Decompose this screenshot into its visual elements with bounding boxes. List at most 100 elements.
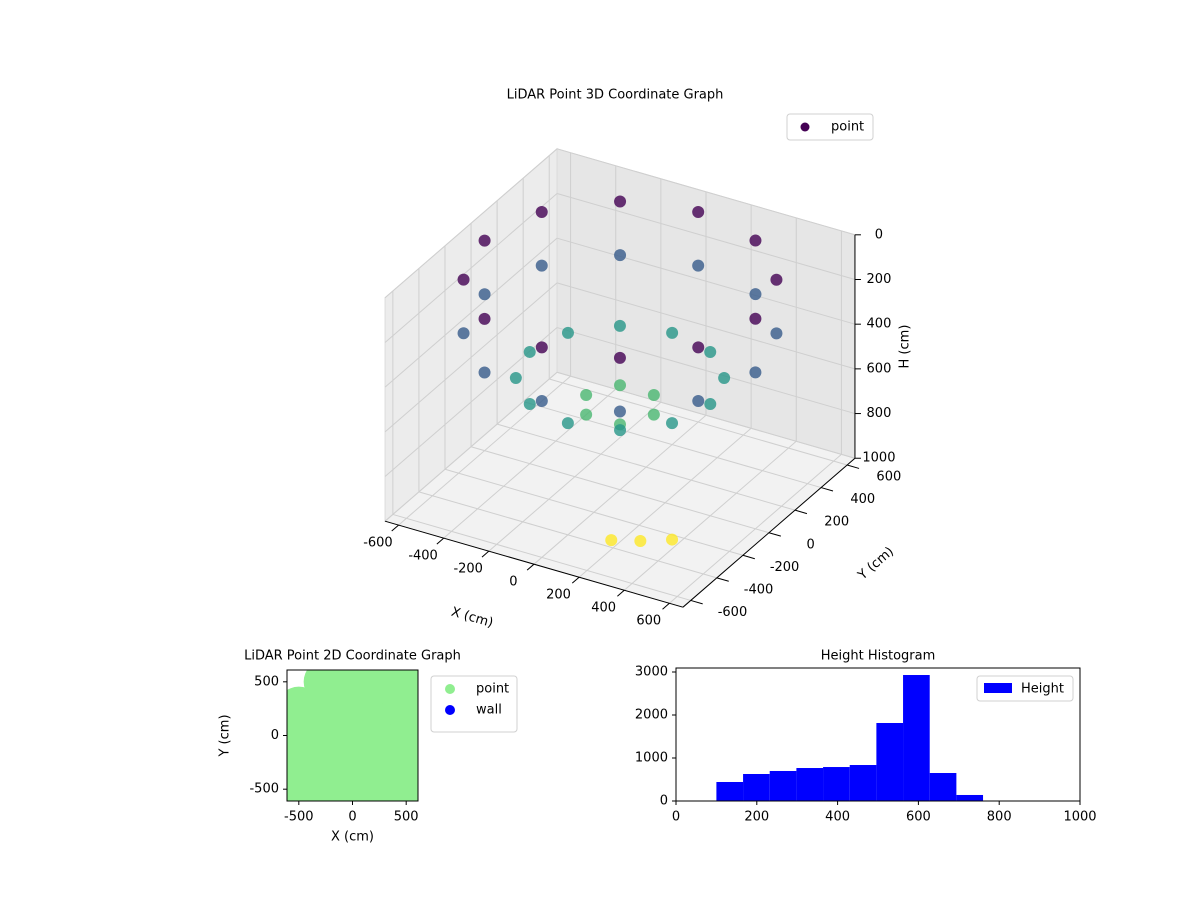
- point: [478, 288, 491, 301]
- y-tick-label: 0: [271, 728, 279, 743]
- x-tick-label: 0: [509, 575, 517, 590]
- legend-label: point: [831, 120, 864, 135]
- z-tick-label: 800: [867, 406, 892, 421]
- x-tick-label: 400: [591, 601, 616, 616]
- x-tick-mark: [391, 524, 399, 532]
- point: [613, 319, 626, 332]
- point: [478, 312, 491, 325]
- point: [509, 372, 522, 385]
- grid-line: [549, 378, 848, 466]
- x-tick-mark: [571, 576, 580, 584]
- x-tick-label: 200: [546, 588, 571, 603]
- point: [384, 670, 418, 704]
- point: [523, 398, 536, 411]
- bar: [903, 675, 930, 801]
- x-tick-label: 600: [906, 810, 931, 825]
- bar: [956, 794, 984, 801]
- bar: [796, 768, 824, 801]
- y-tick-label: 0: [807, 537, 815, 552]
- point: [535, 205, 548, 218]
- point: [718, 371, 731, 384]
- point: [692, 341, 705, 354]
- y-tick-mark: [742, 554, 755, 560]
- z-tick-label: 600: [867, 361, 892, 376]
- y-tick-mark: [768, 532, 782, 537]
- legend-frame: [976, 675, 1074, 702]
- grid-line: [418, 491, 717, 579]
- x-tick-label: 1000: [1063, 810, 1096, 825]
- point: [692, 259, 705, 272]
- grid-line: [556, 371, 856, 459]
- y-tick-mark: [820, 487, 834, 492]
- x-tick-label: 800: [987, 810, 1012, 825]
- x-tick-mark: [662, 602, 670, 610]
- y-axis-label: Y (cm): [218, 714, 233, 757]
- point: [561, 326, 574, 339]
- x-tick-mark: [617, 589, 625, 597]
- x-tick-label: -400: [408, 549, 438, 564]
- y-tick-mark: [794, 509, 808, 515]
- y-tick-label: -400: [744, 582, 774, 597]
- x-tick-label: -200: [453, 562, 483, 577]
- axes-frame: [675, 667, 1081, 802]
- point: [666, 533, 679, 546]
- x-tick-mark: [526, 563, 535, 571]
- legend-frame: [786, 113, 874, 141]
- point: [666, 417, 679, 430]
- point: [605, 534, 618, 547]
- point: [666, 326, 679, 339]
- point: [749, 366, 762, 379]
- z-tick-label: 400: [867, 317, 892, 332]
- bar: [876, 722, 904, 801]
- grid-line: [384, 371, 558, 522]
- point: [535, 341, 548, 354]
- y-tick-label: -200: [770, 560, 800, 575]
- x-tick-label: 200: [744, 810, 769, 825]
- bar: [929, 773, 957, 801]
- legend-label: point: [476, 682, 509, 697]
- legend-label: wall: [476, 703, 502, 718]
- point: [580, 389, 593, 402]
- point: [478, 366, 491, 379]
- legend-label: Height: [1021, 682, 1064, 697]
- point: [749, 312, 762, 325]
- y-tick-label: 0: [660, 794, 668, 809]
- grid-line: [556, 327, 856, 415]
- point: [614, 195, 627, 208]
- legend-marker: [984, 683, 1012, 693]
- point: [770, 273, 783, 286]
- grid-line: [556, 282, 856, 370]
- z-tick-label: 200: [867, 272, 892, 287]
- point: [561, 417, 574, 430]
- x-axis-label: X (cm): [449, 605, 494, 631]
- point: [647, 408, 660, 421]
- z-tick-label: 0: [875, 227, 883, 242]
- z-tick-label: 1000: [862, 451, 895, 466]
- y-tick-label: -500: [249, 782, 279, 797]
- bar: [743, 773, 770, 801]
- legend-marker: [445, 705, 455, 715]
- point: [478, 234, 491, 247]
- chart-title: Height Histogram: [821, 649, 936, 664]
- point: [613, 405, 626, 418]
- plot-area: [287, 670, 418, 801]
- y-tick-label: 200: [824, 515, 849, 530]
- y-tick-label: 1000: [635, 750, 668, 765]
- point: [613, 351, 626, 364]
- grid-line: [496, 423, 796, 511]
- x-tick-label: -600: [363, 535, 393, 550]
- point: [704, 398, 717, 411]
- point: [749, 288, 762, 301]
- grid-line: [556, 148, 856, 236]
- bar: [849, 765, 877, 801]
- x-tick-label: 0: [672, 810, 680, 825]
- z-axis-label: H (cm): [897, 325, 912, 369]
- point: [457, 273, 470, 286]
- grid-line: [384, 282, 558, 433]
- y-tick-mark: [690, 599, 703, 605]
- chart-title: LiDAR Point 3D Coordinate Graph: [507, 88, 724, 103]
- point: [523, 345, 536, 358]
- point: [704, 345, 717, 358]
- x-tick-label: 600: [636, 614, 661, 629]
- grid-line: [384, 148, 558, 299]
